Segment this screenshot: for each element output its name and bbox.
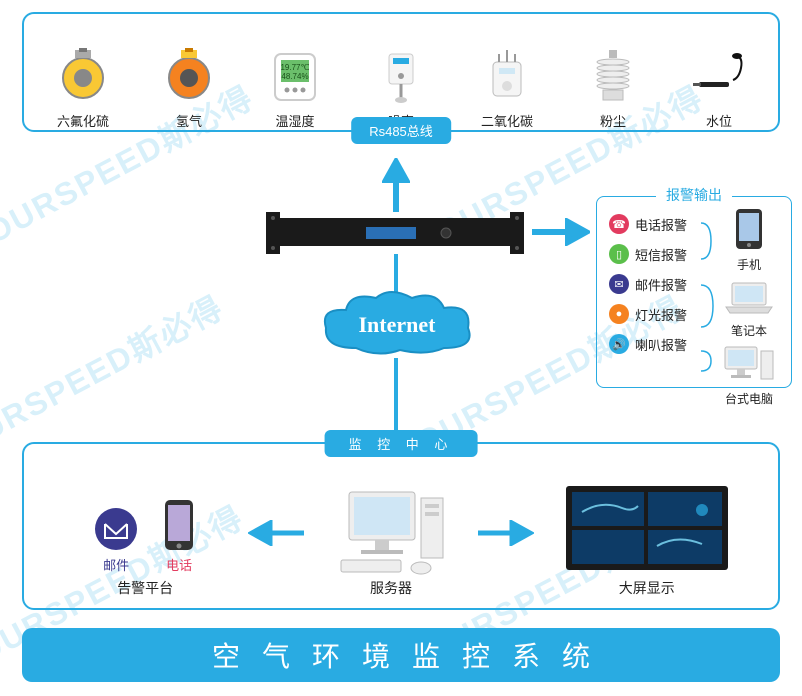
sensor-label: 氢气 bbox=[176, 111, 202, 130]
monitor-alert-platform: 邮件 电话 告警平台 bbox=[45, 498, 245, 598]
sensor-h2: 氢气 bbox=[139, 47, 239, 130]
monitor-panel-title: 监 控 中 心 bbox=[325, 430, 478, 457]
alarm-item-sms: ▯ 短信报警 bbox=[603, 239, 703, 269]
monitor-big-screen: 大屏显示 bbox=[537, 482, 757, 598]
alarm-device-label: 手机 bbox=[713, 256, 785, 273]
svg-text:48.74%: 48.74% bbox=[281, 72, 308, 81]
svg-text:19.77℃: 19.77℃ bbox=[280, 63, 309, 72]
alarm-panel: 报警输出 ☎ 电话报警 ▯ 短信报警 ✉ 邮件报警 ● 灯光报警 🔊 喇叭报警 bbox=[596, 196, 792, 388]
gas-detector-orange-icon bbox=[157, 47, 221, 107]
thermo-hygrometer-icon: 19.77℃ 48.74% bbox=[263, 47, 327, 107]
sub-label: 邮件 bbox=[93, 555, 139, 574]
sensor-sf6: 六氟化硫 bbox=[33, 47, 133, 130]
desktop-icon bbox=[721, 343, 777, 385]
sensor-label: 二氧化碳 bbox=[481, 111, 533, 130]
alarm-label: 电话报警 bbox=[635, 215, 687, 234]
monitor-item-label: 告警平台 bbox=[117, 578, 173, 598]
sensor-co2: 二氧化碳 bbox=[457, 47, 557, 130]
sensor-label: 水位 bbox=[706, 111, 732, 130]
co2-sensor-icon bbox=[475, 47, 539, 107]
rack-server-device bbox=[266, 212, 524, 254]
alarm-panel-title: 报警输出 bbox=[656, 185, 732, 205]
arrow-up-icon bbox=[382, 158, 410, 217]
alarm-device-label: 台式电脑 bbox=[713, 390, 785, 407]
arrow-right-icon bbox=[532, 218, 590, 251]
server-pc-icon bbox=[331, 486, 451, 578]
sensor-label: 温湿度 bbox=[275, 111, 314, 130]
monitor-server: 服务器 bbox=[306, 486, 476, 598]
sensor-water-level: 水位 bbox=[669, 47, 769, 130]
noise-sensor-icon bbox=[369, 47, 433, 107]
sensor-row: 六氟化硫 氢气 19.77℃ 48.74% bbox=[24, 14, 778, 130]
sensor-label: 六氟化硫 bbox=[57, 111, 109, 130]
alarm-item-phone: ☎ 电话报警 bbox=[603, 209, 703, 239]
monitor-item-label: 服务器 bbox=[370, 578, 412, 598]
internet-label: Internet bbox=[316, 312, 478, 338]
alarm-label: 喇叭报警 bbox=[635, 335, 687, 354]
alarm-device-label: 笔记本 bbox=[713, 322, 785, 339]
gas-detector-yellow-icon bbox=[51, 47, 115, 107]
phone-device-icon bbox=[161, 498, 197, 552]
email-icon bbox=[93, 506, 139, 552]
sensor-dust: 粉尘 bbox=[563, 47, 663, 130]
sensors-panel: 六氟化硫 氢气 19.77℃ 48.74% bbox=[22, 12, 780, 132]
arrow-right-icon bbox=[478, 520, 534, 551]
monitor-item-label: 大屏显示 bbox=[619, 578, 675, 598]
alarm-label: 短信报警 bbox=[635, 245, 687, 264]
speaker-alert-icon: 🔊 bbox=[609, 334, 629, 354]
sensors-panel-label: Rs485总线 bbox=[351, 117, 451, 144]
sub-label: 电话 bbox=[161, 555, 197, 574]
alarm-device-desktop: 台式电脑 bbox=[713, 343, 785, 407]
light-alert-icon: ● bbox=[609, 304, 629, 324]
alarm-label: 邮件报警 bbox=[635, 275, 687, 294]
alarm-label: 灯光报警 bbox=[635, 305, 687, 324]
alarm-item-email: ✉ 邮件报警 bbox=[603, 269, 703, 299]
smartphone-icon bbox=[732, 207, 766, 251]
monitor-panel: 监 控 中 心 邮件 电话 bbox=[22, 442, 780, 610]
email-alert-icon: ✉ bbox=[609, 274, 629, 294]
arrow-left-icon bbox=[248, 520, 304, 551]
internet-cloud: Internet bbox=[316, 290, 478, 364]
alarm-device-phone: 手机 bbox=[713, 207, 785, 273]
alarm-device-laptop: 笔记本 bbox=[713, 279, 785, 339]
system-title: 空气环境监控系统 bbox=[212, 635, 612, 675]
big-screen-icon bbox=[562, 482, 732, 578]
phone-alert-icon: ☎ bbox=[609, 214, 629, 234]
water-level-probe-icon bbox=[687, 47, 751, 107]
alarm-item-speaker: 🔊 喇叭报警 bbox=[603, 329, 703, 359]
laptop-icon bbox=[722, 279, 776, 317]
dust-sensor-icon bbox=[581, 47, 645, 107]
sensor-label: 粉尘 bbox=[600, 111, 626, 130]
sensor-temp-humidity: 19.77℃ 48.74% 温湿度 bbox=[245, 47, 345, 130]
alarm-item-light: ● 灯光报警 bbox=[603, 299, 703, 329]
watermark: OURSPEED斯必得 bbox=[0, 283, 231, 463]
sms-alert-icon: ▯ bbox=[609, 244, 629, 264]
system-title-bar: 空气环境监控系统 bbox=[22, 628, 780, 682]
